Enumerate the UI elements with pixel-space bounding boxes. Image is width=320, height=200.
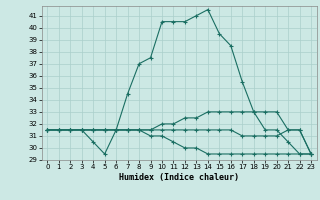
X-axis label: Humidex (Indice chaleur): Humidex (Indice chaleur) (119, 173, 239, 182)
